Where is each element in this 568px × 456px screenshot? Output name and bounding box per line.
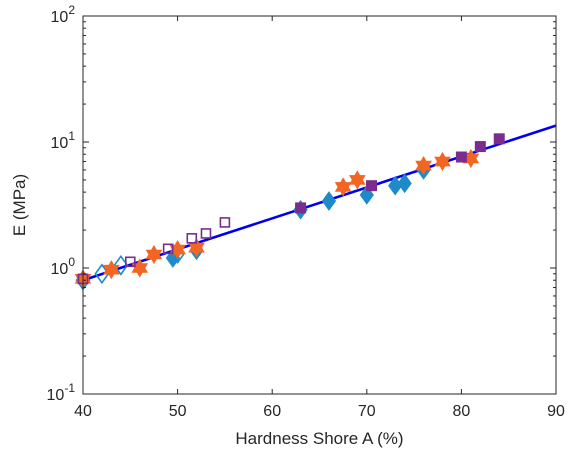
y-tick-base: 10: [51, 9, 69, 26]
x-tick-label: 60: [263, 403, 281, 420]
x-tick-label: 40: [74, 403, 92, 420]
y-tick-exponent: 1: [68, 129, 75, 143]
data-point-s2-p7: [349, 170, 366, 190]
data-point-s2-p2: [131, 258, 149, 278]
data-point-s4-p1: [125, 256, 136, 268]
y-tick-label: 10-1: [47, 381, 76, 404]
data-point-s4-p3: [186, 233, 198, 244]
plot-area: [74, 124, 557, 291]
y-tick-label: 101: [51, 129, 76, 152]
data-point-s2-p8: [415, 155, 432, 176]
y-tick-exponent: 2: [68, 3, 75, 17]
data-point-s2-p9: [434, 151, 451, 172]
data-point-s2-p1: [103, 260, 120, 280]
y-tick-base: 10: [47, 387, 65, 404]
data-point-s0-p3: [321, 191, 337, 211]
x-tick-label: 70: [358, 403, 376, 420]
data-point-s4-p4: [200, 228, 212, 239]
data-point-s4-p2: [162, 243, 174, 255]
y-tick-exponent: -1: [64, 381, 75, 395]
y-tick-base: 10: [51, 135, 69, 152]
data-point-s0-p6: [397, 173, 412, 194]
data-point-s3-p4: [493, 133, 505, 145]
y-tick-exponent: 0: [68, 255, 75, 269]
y-tick-label: 102: [51, 3, 76, 26]
x-tick-label: 50: [169, 403, 187, 420]
x-tick-label: 80: [453, 403, 471, 420]
x-tick-label: 90: [547, 403, 565, 420]
y-tick-base: 10: [51, 261, 69, 278]
data-point-s3-p3: [474, 141, 486, 153]
data-point-s3-p2: [455, 151, 467, 163]
data-point-s3-p0: [295, 202, 307, 214]
data-point-s4-p5: [219, 217, 231, 228]
data-point-s3-p1: [366, 180, 378, 192]
y-axis-label: E (MPa): [10, 174, 29, 236]
axes-box: [82, 15, 557, 395]
data-point-s2-p3: [145, 244, 163, 265]
x-axis-label: Hardness Shore A (%): [235, 429, 403, 448]
y-tick-label: 100: [51, 255, 76, 278]
